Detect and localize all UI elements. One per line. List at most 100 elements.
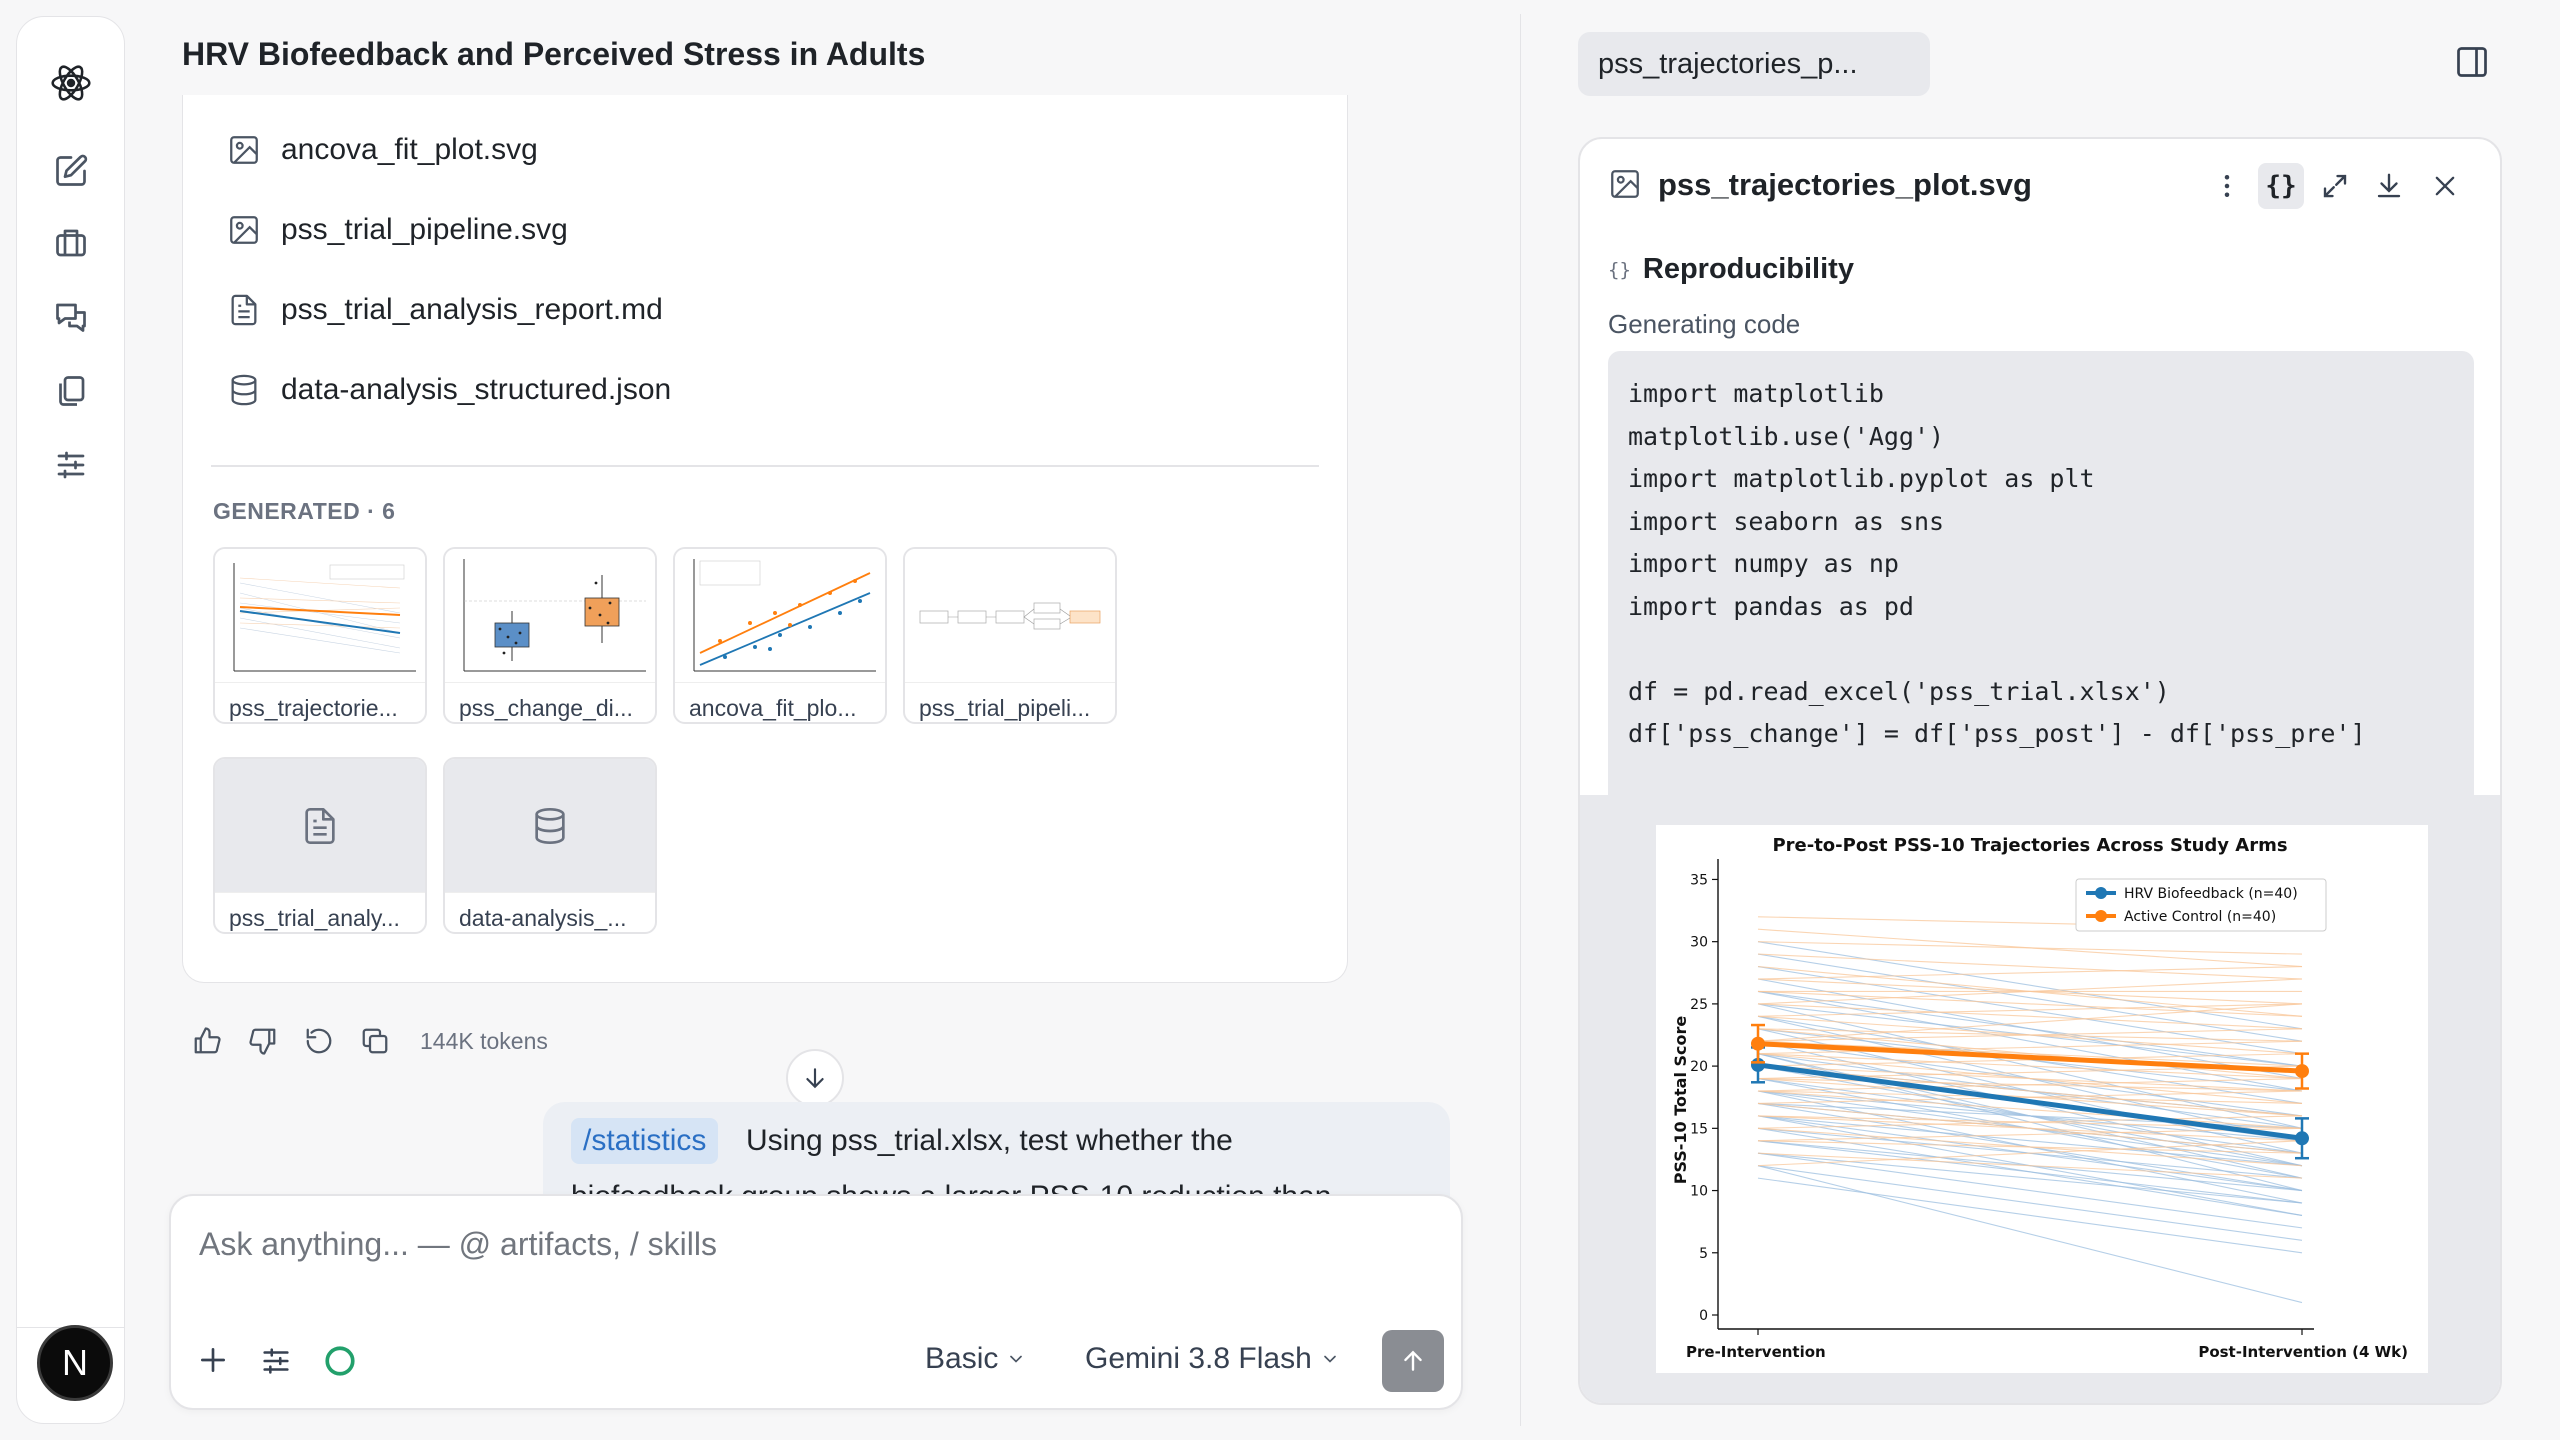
artifact-thumbnail[interactable]: data-analysis_...	[443, 757, 657, 934]
individual-line	[1757, 1127, 2303, 1142]
individual-line	[1757, 1090, 2303, 1104]
artifact-thumbnail[interactable]: pss_trial_pipeli...	[903, 547, 1117, 724]
mean-point	[2295, 1064, 2309, 1079]
message-input[interactable]: Ask anything... — @ artifacts, / skills	[199, 1226, 717, 1262]
plus-icon	[197, 1344, 229, 1376]
x-tick-label: Post-Intervention (4 Wk)	[2198, 1343, 2408, 1361]
database-icon	[530, 806, 570, 846]
tools-button[interactable]	[259, 1344, 293, 1378]
y-tick-label: 20	[1690, 1059, 1708, 1075]
code-view-button[interactable]: {}	[2258, 163, 2304, 209]
file-item[interactable]: pss_trial_pipeline.svg	[227, 213, 568, 247]
regenerate-icon[interactable]	[304, 1026, 334, 1056]
user-message-text: Using pss_trial.xlsx, test whether the	[746, 1124, 1233, 1157]
document-file-icon	[227, 293, 261, 327]
individual-line	[1757, 1115, 2303, 1167]
individual-line	[1757, 953, 2303, 980]
individual-line	[1757, 1140, 2303, 1167]
file-item[interactable]: ancova_fit_plot.svg	[227, 133, 538, 167]
individual-line	[1757, 1040, 2303, 1055]
individual-line	[1757, 1165, 2303, 1241]
individual-line	[1757, 1165, 2303, 1304]
skill-command-chip[interactable]: /statistics	[571, 1118, 719, 1164]
thumbnail-caption: ancova_fit_plo...	[689, 695, 857, 721]
atom-logo-icon[interactable]	[45, 57, 97, 109]
individual-line	[1757, 1152, 2303, 1229]
pane-divider[interactable]	[1520, 14, 1521, 1426]
database-icon	[227, 373, 261, 407]
chevron-down-icon	[1006, 1349, 1026, 1369]
artifact-viewer: pss_trajectories_plot.svg {} {} Repro	[1578, 137, 2502, 1405]
individual-line	[1757, 978, 2303, 1005]
thumbs-up-icon[interactable]	[192, 1026, 222, 1056]
artifact-tab[interactable]: pss_trajectories_p...	[1578, 32, 1930, 96]
individual-line	[1757, 1140, 2303, 1154]
y-tick-label: 5	[1699, 1246, 1708, 1262]
panel-toggle-button[interactable]	[2454, 44, 2490, 80]
expand-button[interactable]	[2312, 163, 2358, 209]
sliders-icon	[259, 1344, 293, 1378]
copy-icon[interactable]	[360, 1026, 390, 1056]
file-item[interactable]: data-analysis_structured.json	[227, 373, 671, 407]
composer[interactable]: Ask anything... — @ artifacts, / skills …	[169, 1194, 1463, 1410]
individual-line	[1757, 941, 2303, 1030]
file-name: ancova_fit_plot.svg	[281, 133, 538, 166]
chart-title: Pre-to-Post PSS-10 Trajectories Across S…	[1772, 835, 2287, 856]
artifact-thumbnail[interactable]: pss_trajectorie...	[213, 547, 427, 724]
legend-label: Active Control (n=40)	[2124, 909, 2276, 925]
y-axis-label: PSS-10 Total Score	[1671, 1016, 1690, 1185]
y-tick-label: 30	[1690, 935, 1708, 951]
pipeline-diagram-thumbnail	[905, 549, 1115, 683]
sliders-icon[interactable]	[45, 439, 97, 491]
avatar-letter: N	[62, 1342, 88, 1383]
copy-files-icon[interactable]	[45, 365, 97, 417]
chart-container: Pre-to-Post PSS-10 Trajectories Across S…	[1656, 825, 2428, 1373]
scroll-down-button[interactable]	[786, 1049, 844, 1107]
individual-trajectories	[1757, 916, 2303, 1304]
y-tick-label: 35	[1690, 872, 1708, 888]
mean-point	[1751, 1036, 1765, 1051]
download-icon	[2374, 171, 2404, 201]
mode-select[interactable]: Basic	[925, 1342, 1026, 1376]
boxplot-thumbnail	[445, 549, 655, 683]
more-vertical-icon	[2212, 171, 2242, 201]
viewer-header: pss_trajectories_plot.svg {}	[1580, 139, 2500, 229]
file-name: pss_trial_pipeline.svg	[281, 213, 568, 246]
artifact-thumbnail[interactable]: pss_trial_analy...	[213, 757, 427, 934]
individual-line	[1757, 1028, 2303, 1080]
generated-label: GENERATED · 6	[213, 498, 396, 524]
individual-line	[1757, 1152, 2303, 1204]
y-tick-label: 15	[1690, 1121, 1708, 1137]
more-options-button[interactable]	[2204, 163, 2250, 209]
individual-line	[1757, 1090, 2303, 1129]
individual-line	[1757, 1028, 2303, 1042]
y-tick-label: 0	[1699, 1308, 1708, 1324]
add-attachment-button[interactable]	[197, 1344, 229, 1376]
file-item[interactable]: pss_trial_analysis_report.md	[227, 293, 663, 327]
avatar[interactable]: N	[37, 1325, 113, 1401]
thumbs-down-icon[interactable]	[248, 1026, 278, 1056]
thumbnail-caption: pss_trial_analy...	[229, 905, 400, 931]
braces-icon: {}	[1608, 258, 1631, 281]
briefcase-icon[interactable]	[45, 217, 97, 269]
legend-label: HRV Biofeedback (n=40)	[2124, 886, 2298, 902]
individual-line	[1757, 1078, 2303, 1092]
scatter-plot-thumbnail	[675, 549, 885, 683]
thumbnail-caption: pss_trial_pipeli...	[919, 695, 1091, 721]
thumbnail-placeholder	[215, 759, 425, 893]
chats-icon[interactable]	[45, 291, 97, 343]
artifact-thumbnail[interactable]: pss_change_di...	[443, 547, 657, 724]
send-button[interactable]	[1382, 1330, 1444, 1392]
chevron-down-icon	[1320, 1349, 1340, 1369]
token-count: 144K tokens	[420, 1027, 548, 1054]
y-tick-label: 10	[1690, 1184, 1708, 1200]
legend-marker	[2095, 887, 2107, 899]
individual-line	[1757, 966, 2303, 980]
model-select[interactable]: Gemini 3.8 Flash	[1085, 1342, 1340, 1376]
close-viewer-button[interactable]	[2422, 163, 2468, 209]
download-button[interactable]	[2366, 163, 2412, 209]
artifact-thumbnail[interactable]: ancova_fit_plo...	[673, 547, 887, 724]
new-chat-icon[interactable]	[45, 145, 97, 197]
expand-icon	[2320, 171, 2350, 201]
chart-legend: HRV Biofeedback (n=40) Active Control (n=…	[2075, 878, 2327, 932]
